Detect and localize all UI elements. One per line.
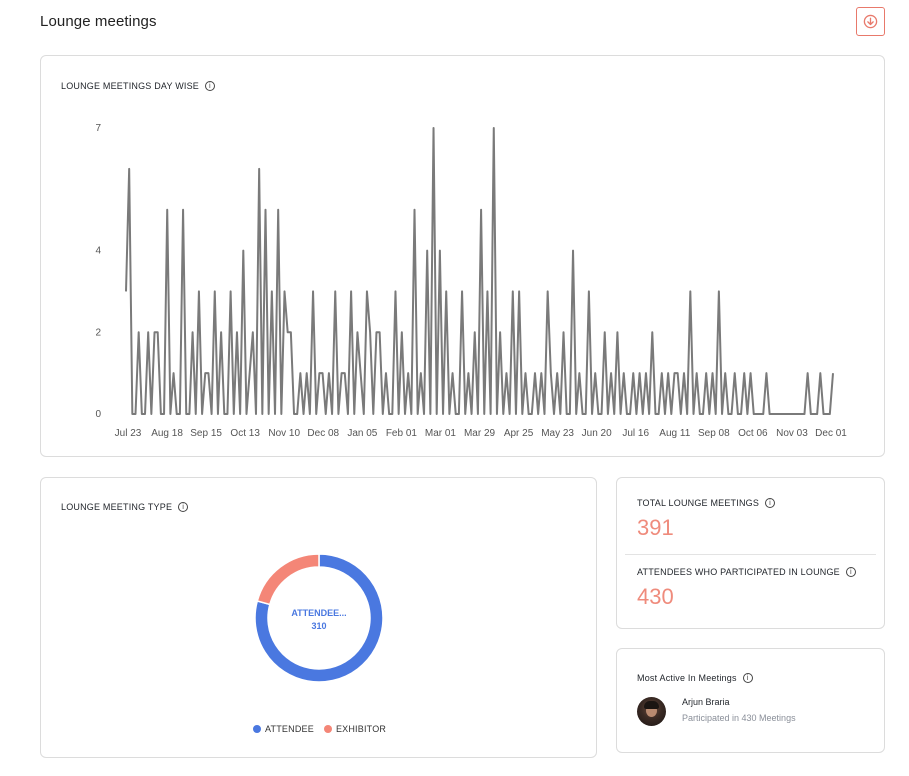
download-circle-icon xyxy=(863,14,878,29)
x-tick-label: Jan 05 xyxy=(347,428,377,439)
x-tick-label: May 23 xyxy=(541,428,574,439)
series-line[interactable] xyxy=(125,127,834,415)
avatar[interactable] xyxy=(637,697,666,726)
most-active-title: Most Active In Meetings xyxy=(637,673,737,683)
donut-legend: ATTENDEE EXHIBITOR xyxy=(253,724,386,734)
x-tick-label: Sep 15 xyxy=(190,428,222,439)
attendees-participated-label: ATTENDEES WHO PARTICIPATED IN LOUNGE xyxy=(637,567,840,577)
donut-center-label: ATTENDEE... xyxy=(291,608,346,618)
x-tick-label: Oct 13 xyxy=(230,428,260,439)
day-wise-line-chart: 0 2 4 7 Jul 23 Aug 18 Sep 15 Oct 13 Nov 10 Dec 08… xyxy=(95,123,847,439)
donut-slice-attendee[interactable] xyxy=(254,553,384,683)
x-tick-label: Jun 20 xyxy=(582,428,612,439)
info-icon[interactable]: i xyxy=(178,502,189,512)
x-tick-label: Jul 23 xyxy=(115,428,142,439)
y-tick-label: 7 xyxy=(95,123,101,134)
y-tick-label: 4 xyxy=(95,246,101,257)
x-tick-label: Aug 18 xyxy=(151,428,183,439)
y-tick-label: 0 xyxy=(95,409,101,420)
x-tick-label: Sep 08 xyxy=(698,428,730,439)
stats-card: TOTAL LOUNGE MEETINGS i 391 ATTENDEES WH… xyxy=(616,477,885,629)
meeting-type-donut-chart: ATTENDEE... 310 xyxy=(254,553,384,683)
download-button[interactable] xyxy=(856,7,885,36)
info-icon[interactable]: i xyxy=(742,673,753,683)
info-icon[interactable]: i xyxy=(845,567,856,577)
donut-center-value: 310 xyxy=(311,621,326,631)
meeting-type-title: LOUNGE MEETING TYPE xyxy=(61,502,173,512)
day-wise-chart-card: 0 2 4 7 Jul 23 Aug 18 Sep 15 Oct 13 Nov 10 Dec 08… xyxy=(40,55,885,457)
x-tick-label: Mar 01 xyxy=(425,428,457,439)
x-tick-label: Feb 01 xyxy=(386,428,418,439)
total-meetings-label: TOTAL LOUNGE MEETINGS xyxy=(637,498,760,508)
x-tick-label: Nov 10 xyxy=(268,428,300,439)
legend-item-attendee[interactable]: ATTENDEE xyxy=(253,724,314,734)
legend-label: ATTENDEE xyxy=(265,724,314,734)
x-tick-label: Apr 25 xyxy=(504,428,534,439)
y-tick-label: 2 xyxy=(95,327,101,338)
x-tick-label: Aug 11 xyxy=(659,428,690,439)
x-tick-label: Dec 08 xyxy=(307,428,339,439)
page-title: Lounge meetings xyxy=(40,13,157,30)
x-tick-label: Mar 29 xyxy=(464,428,496,439)
x-tick-label: Jul 16 xyxy=(622,428,649,439)
total-meetings-value: 391 xyxy=(637,515,674,540)
person-name[interactable]: Arjun Braria xyxy=(682,697,730,707)
info-icon[interactable]: i xyxy=(205,81,215,91)
donut-slice-exhibitor[interactable] xyxy=(256,553,320,606)
meeting-type-card: ATTENDEE... 310 LOUNGE MEETING TYPE i ATT… xyxy=(40,477,597,758)
attendees-participated-value: 430 xyxy=(637,584,674,609)
legend-dot xyxy=(323,725,332,733)
x-tick-label: Oct 06 xyxy=(738,428,768,439)
divider xyxy=(625,554,876,555)
legend-dot xyxy=(253,725,261,733)
most-active-card: Most Active In Meetings i Arjun Braria P… xyxy=(616,648,885,753)
legend-item-exhibitor[interactable]: EXHIBITOR xyxy=(323,724,387,734)
info-icon[interactable]: i xyxy=(765,498,776,508)
legend-label: EXHIBITOR xyxy=(335,724,387,734)
day-wise-chart-title: LOUNGE MEETINGS DAY WISE xyxy=(61,81,199,91)
x-tick-label: Nov 03 xyxy=(776,428,808,439)
x-tick-label: Dec 01 xyxy=(815,428,847,439)
person-meetings-count: Participated in 430 Meetings xyxy=(682,713,796,723)
